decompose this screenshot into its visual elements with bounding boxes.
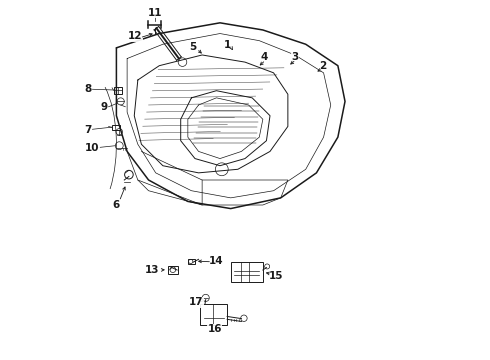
Text: 10: 10 bbox=[85, 143, 100, 153]
Text: 7: 7 bbox=[84, 125, 92, 135]
Text: 11: 11 bbox=[147, 8, 162, 18]
Text: 5: 5 bbox=[190, 42, 197, 52]
Text: 9: 9 bbox=[100, 102, 107, 112]
Text: 12: 12 bbox=[128, 31, 142, 41]
Text: 6: 6 bbox=[112, 200, 119, 210]
Text: 1: 1 bbox=[223, 40, 231, 50]
Text: 15: 15 bbox=[269, 271, 284, 281]
Text: 17: 17 bbox=[189, 297, 203, 307]
Text: 3: 3 bbox=[292, 52, 298, 62]
Text: 8: 8 bbox=[84, 84, 92, 94]
Text: 4: 4 bbox=[261, 53, 269, 63]
Text: 14: 14 bbox=[209, 256, 224, 266]
Text: 13: 13 bbox=[145, 265, 159, 275]
Text: 2: 2 bbox=[319, 61, 326, 71]
Text: 16: 16 bbox=[207, 324, 222, 334]
